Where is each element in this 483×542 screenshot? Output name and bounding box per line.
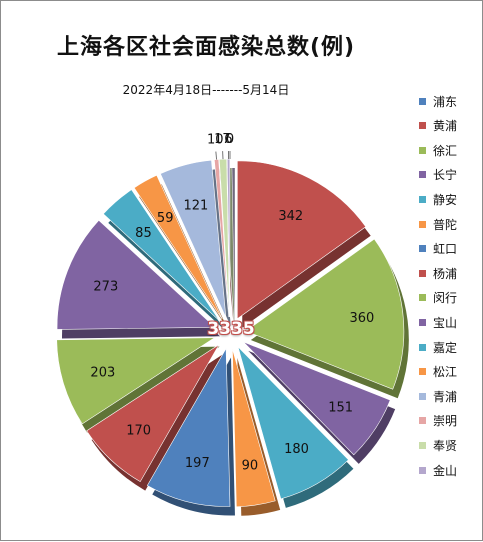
legend-label: 虹口 <box>433 240 457 257</box>
legend-swatch <box>419 393 426 400</box>
legend-label: 浦东 <box>433 93 457 110</box>
legend-label: 闵行 <box>433 289 457 306</box>
data-label-闵行: 203 <box>90 366 115 381</box>
legend-swatch <box>419 344 426 351</box>
data-label-长宁: 151 <box>328 401 353 416</box>
legend-swatch <box>419 98 426 105</box>
legend-item-普陀: 普陀 <box>419 216 457 232</box>
legend-label: 松江 <box>433 363 457 380</box>
data-label-青浦: 121 <box>183 199 208 214</box>
legend-swatch <box>419 442 426 449</box>
legend-label: 杨浦 <box>433 265 457 282</box>
legend-swatch <box>419 245 426 252</box>
data-label-虹口: 197 <box>185 456 210 471</box>
legend-item-徐汇: 徐汇 <box>419 142 457 158</box>
legend-item-奉贤: 奉贤 <box>419 437 457 453</box>
legend-label: 嘉定 <box>433 339 457 356</box>
data-label-松江: 59 <box>157 211 174 226</box>
legend-swatch <box>419 196 426 203</box>
legend-item-虹口: 虹口 <box>419 241 457 257</box>
legend-swatch <box>419 319 426 326</box>
legend-item-闵行: 闵行 <box>419 290 457 306</box>
legend-swatch <box>419 270 426 277</box>
legend-swatch <box>419 147 426 154</box>
legend-swatch <box>419 294 426 301</box>
legend-swatch <box>419 122 426 129</box>
legend-label: 普陀 <box>433 216 457 233</box>
legend-label: 金山 <box>433 462 457 479</box>
data-label-金山: 6 <box>224 132 232 147</box>
leader-line-崇明 <box>216 152 217 160</box>
legend-item-松江: 松江 <box>419 364 457 380</box>
legend-item-宝山: 宝山 <box>419 314 457 330</box>
legend-swatch <box>419 467 426 474</box>
legend-item-崇明: 崇明 <box>419 413 457 429</box>
data-label-宝山: 273 <box>93 280 118 295</box>
legend-swatch <box>419 368 426 375</box>
legend-swatch <box>419 171 426 178</box>
data-label-徐汇: 360 <box>350 311 375 326</box>
data-label-普陀: 90 <box>242 458 259 473</box>
total-label: 3335 <box>203 319 259 339</box>
legend-label: 静安 <box>433 191 457 208</box>
legend-swatch <box>419 417 426 424</box>
legend-item-静安: 静安 <box>419 191 457 207</box>
legend-item-黄浦: 黄浦 <box>419 118 457 134</box>
legend-label: 青浦 <box>433 388 457 405</box>
legend-label: 崇明 <box>433 412 457 429</box>
legend-item-青浦: 青浦 <box>419 388 457 404</box>
data-label-杨浦: 170 <box>126 424 151 439</box>
legend-label: 奉贤 <box>433 437 457 454</box>
legend-label: 黄浦 <box>433 117 457 134</box>
legend-item-杨浦: 杨浦 <box>419 265 457 281</box>
legend-label: 宝山 <box>433 314 457 331</box>
data-label-黄浦: 342 <box>278 209 303 224</box>
legend-label: 徐汇 <box>433 142 457 159</box>
legend-item-嘉定: 嘉定 <box>419 339 457 355</box>
legend-swatch <box>419 221 426 228</box>
legend-label: 长宁 <box>433 166 457 183</box>
legend-item-金山: 金山 <box>419 462 457 478</box>
legend-item-长宁: 长宁 <box>419 167 457 183</box>
data-label-静安: 180 <box>284 442 309 457</box>
legend-item-浦东: 浦东 <box>419 93 457 109</box>
data-label-嘉定: 85 <box>135 226 152 241</box>
